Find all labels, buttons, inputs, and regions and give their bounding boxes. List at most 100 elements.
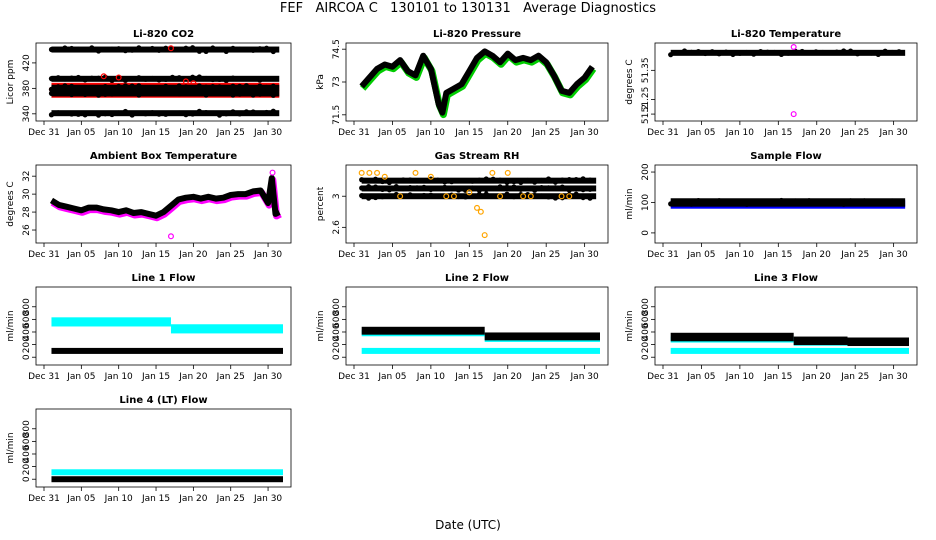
x-tick-label: Jan 05 (66, 128, 95, 138)
data-point (237, 83, 243, 89)
x-tick-label: Jan 10 (104, 250, 133, 260)
y-tick-label: 51.35 (641, 57, 651, 83)
x-tick-label: Jan 30 (253, 494, 282, 504)
data-point (778, 197, 784, 204)
data-point (230, 75, 236, 81)
y-tick-label: 26 (22, 224, 32, 236)
data-point (69, 75, 75, 81)
series-rh-orange (358, 169, 573, 239)
data-point (203, 75, 209, 82)
plot-frame (345, 164, 609, 244)
data-point (257, 77, 263, 83)
x-tick-label: Jan 20 (493, 128, 522, 138)
series-rh-main (359, 183, 597, 193)
data-point (210, 110, 216, 116)
data-point (525, 186, 531, 192)
data-point (469, 193, 475, 199)
y-tick-label: 600 (22, 311, 32, 328)
data-point (136, 75, 142, 81)
plot-frame (345, 286, 609, 366)
data-point (122, 77, 129, 83)
panel-line2-flow: Line 2 Flow ml/min Dec 31 Jan 05 Jan 10 Jan 1… (316, 273, 609, 382)
data-point (156, 47, 162, 53)
data-point (116, 110, 122, 116)
y-tick-label: 0 (332, 354, 342, 360)
data-point (834, 49, 840, 55)
x-tick-label: Jan 20 (802, 128, 831, 138)
data-point (476, 191, 482, 198)
x-tick-label: Jan 25 (840, 372, 869, 382)
data-point (263, 84, 270, 90)
x-tick-label: Jan 15 (141, 250, 170, 260)
data-point (538, 184, 545, 191)
series-black-flow (51, 476, 283, 483)
x-tick-label: Dec 31 (647, 372, 679, 382)
outlier-point (443, 193, 450, 200)
data-point (257, 46, 263, 52)
data-point (889, 49, 895, 56)
x-tick-label: Jan 30 (570, 372, 599, 382)
data-point (163, 111, 169, 117)
data-point (854, 199, 861, 205)
data-point (190, 85, 196, 91)
data-point (896, 49, 902, 55)
series-pressure (359, 48, 597, 119)
y-tick-label: 73 (332, 76, 342, 87)
outlier-point (558, 193, 565, 200)
data-point (393, 183, 399, 190)
data-point (799, 199, 805, 205)
x-tick-label: Jan 20 (178, 494, 207, 504)
data-point (75, 90, 81, 96)
x-tick-label: Dec 31 (338, 372, 370, 382)
data-point (48, 112, 55, 118)
x-tick-label: Jan 30 (879, 372, 908, 382)
data-point (723, 49, 729, 55)
data-point (552, 195, 559, 201)
x-tick-label: Jan 10 (104, 372, 133, 382)
data-point (462, 194, 469, 200)
outlier-point (167, 233, 174, 240)
data-point (75, 74, 81, 81)
data-point (455, 187, 462, 193)
data-point (230, 92, 236, 98)
panel-li820-co2: Li-820 CO2 Licor ppm Dec 31 Jan 05 Jan 10 Jan… (6, 29, 292, 138)
data-point (89, 110, 95, 116)
x-tick-label: Jan 25 (216, 372, 245, 382)
data-point (176, 75, 182, 81)
y-tick-label: 400 (332, 323, 342, 340)
data-point (744, 201, 750, 207)
data-point (263, 109, 270, 116)
data-point (882, 48, 888, 54)
data-point (681, 48, 688, 54)
data-point (483, 187, 489, 193)
x-tick-label: Jan 25 (840, 250, 869, 260)
x-tick-label: Jan 05 (377, 128, 406, 138)
data-point (771, 200, 778, 206)
data-point (841, 201, 847, 207)
data-point (393, 178, 399, 184)
flow-step-band (793, 336, 848, 346)
data-point (449, 186, 455, 192)
series-temp (668, 48, 906, 58)
x-tick-label: Dec 31 (28, 494, 60, 504)
panel-title: Li-820 Pressure (433, 29, 521, 40)
data-point (379, 178, 386, 185)
series-rh-low (359, 191, 597, 201)
data-point (379, 194, 386, 200)
y-tick-label: 0 (22, 476, 32, 482)
data-point (716, 51, 722, 57)
data-point (449, 179, 455, 185)
series-cyan-flow (51, 317, 283, 334)
y-tick-label: 800 (641, 298, 651, 315)
data-point (163, 83, 169, 89)
panel-title: Li-820 CO2 (133, 29, 194, 40)
data-point (421, 192, 427, 199)
panel-sample-flow: Sample Flow ml/min Dec 31 Jan 05 Jan 10 Jan 1… (625, 151, 918, 260)
outlier-point (790, 111, 797, 118)
data-point (163, 90, 169, 96)
plot-frame (35, 408, 292, 488)
data-point (109, 77, 115, 84)
x-tick-label: Jan 05 (686, 372, 715, 382)
data-point (82, 112, 88, 118)
y-tick-label: 800 (22, 298, 32, 315)
